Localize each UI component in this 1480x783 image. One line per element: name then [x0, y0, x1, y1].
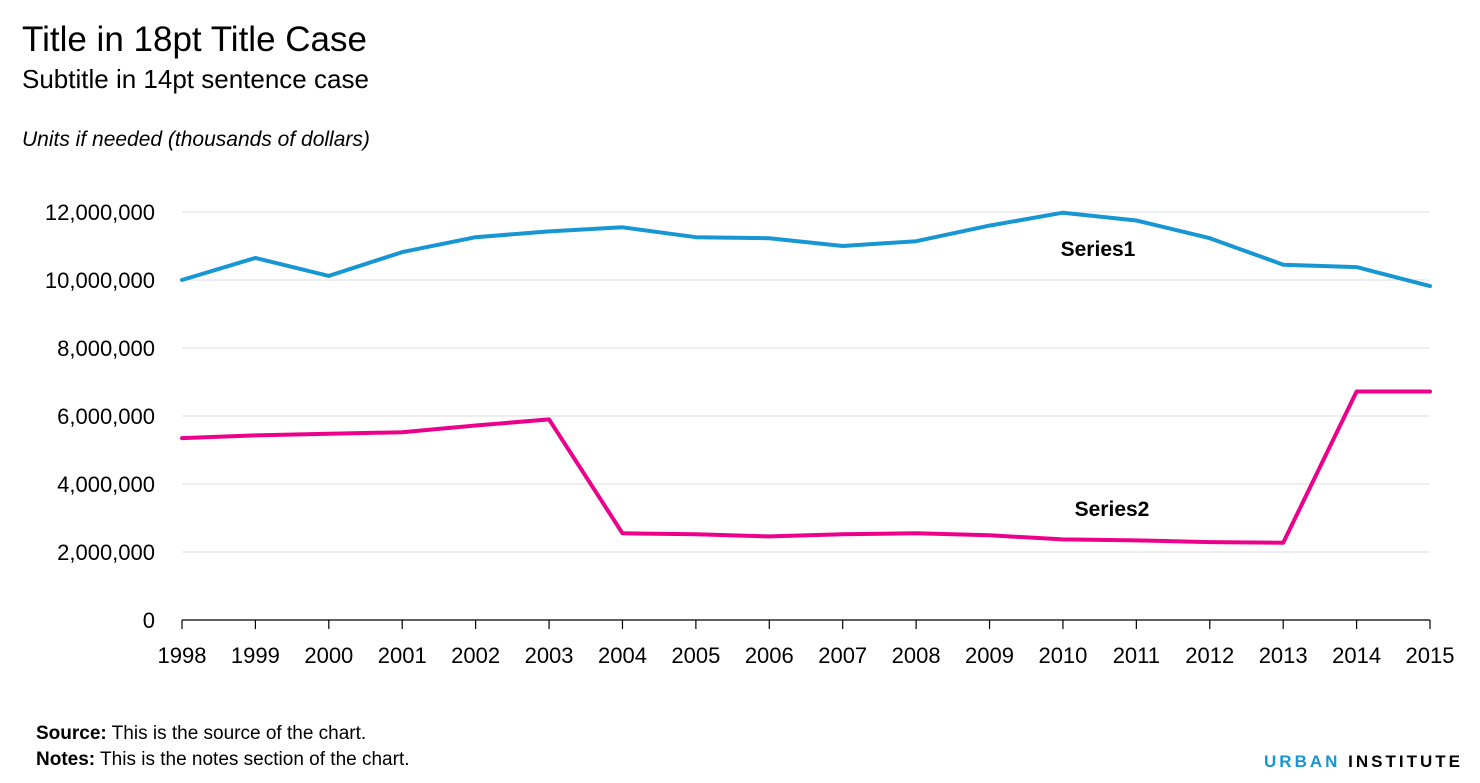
x-tick-label: 2010: [1038, 643, 1087, 668]
x-tick-label: 2014: [1332, 643, 1381, 668]
x-tick-label: 2015: [1406, 643, 1455, 668]
x-tick-label: 2008: [892, 643, 941, 668]
notes-text: This is the notes section of the chart.: [95, 749, 410, 770]
x-tick-label: 2012: [1185, 643, 1234, 668]
source-text: This is the source of the chart.: [106, 723, 367, 744]
brand-word-urban: URBAN: [1264, 752, 1341, 771]
line-chart: 0 2,000,000 4,000,000 6,000,000 8,000,000 10,…: [45, 200, 1455, 668]
y-axis-units-label: Units if needed (thousands of dollars): [22, 128, 370, 151]
x-tick-label: 2009: [965, 643, 1014, 668]
chart-subtitle: Subtitle in 14pt sentence case: [22, 64, 369, 94]
x-tick-label: 1999: [231, 643, 280, 668]
y-tick-label: 10,000,000: [45, 268, 155, 293]
series-label-series1: Series1: [1061, 238, 1136, 261]
series-line-series2: [180, 389, 1432, 545]
series-line-series1: [180, 210, 1432, 289]
source-label: Source:: [36, 723, 107, 744]
notes-label: Notes:: [36, 749, 96, 770]
series-labels: Series1 Series2: [1061, 238, 1150, 521]
grid-lines: [182, 211, 1430, 553]
x-tick-label: 2011: [1113, 643, 1160, 668]
y-tick-label: 4,000,000: [57, 472, 155, 497]
x-tick-label: 2002: [451, 643, 500, 668]
y-tick-label: 2,000,000: [57, 540, 155, 565]
urban-institute-logo: URBAN INSTITUTE: [1264, 752, 1463, 772]
y-tick-label: 8,000,000: [57, 336, 155, 361]
chart-title: Title in 18pt Title Case: [22, 20, 367, 59]
x-tick-label: 2013: [1259, 643, 1308, 668]
x-tick-label: 2007: [818, 643, 867, 668]
x-tick-label: 2000: [304, 643, 353, 668]
notes-note: Notes: This is the notes section of the …: [36, 748, 410, 772]
y-axis-tick-labels: 0 2,000,000 4,000,000 6,000,000 8,000,000 10,…: [45, 200, 155, 633]
y-tick-label: 6,000,000: [57, 404, 155, 429]
source-note: Source: This is the source of the chart.: [36, 722, 366, 746]
x-axis: [181, 619, 1431, 629]
brand-word-institute: INSTITUTE: [1348, 752, 1463, 771]
x-axis-tick-labels: 1998 1999 2000 2001 2002 2003 2004 2005 2006 2007…: [158, 643, 1455, 668]
series-label-series2: Series2: [1075, 498, 1150, 521]
series-lines: [180, 210, 1432, 545]
x-tick-label: 2006: [745, 643, 794, 668]
x-tick-label: 2001: [378, 643, 427, 668]
x-tick-label: 2004: [598, 643, 647, 668]
x-tick-label: 1998: [158, 643, 207, 668]
y-tick-label: 0: [143, 608, 155, 633]
x-tick-label: 2005: [671, 643, 720, 668]
x-tick-label: 2003: [525, 643, 574, 668]
y-tick-label: 12,000,000: [45, 200, 155, 225]
